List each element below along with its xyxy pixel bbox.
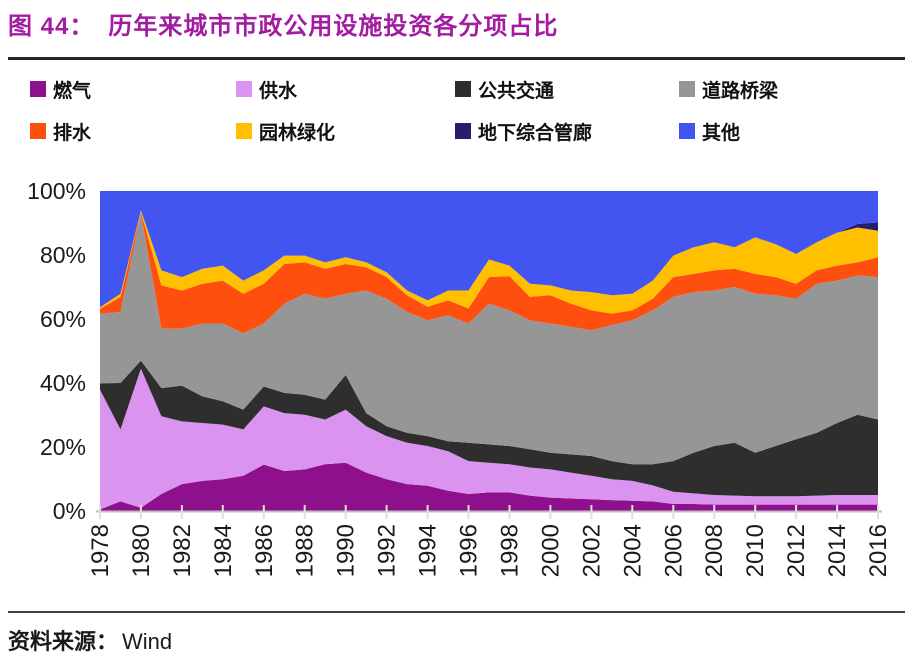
x-tick-label: 2000 xyxy=(537,524,564,577)
legend-swatch-icon xyxy=(30,123,46,139)
y-tick-label: 40% xyxy=(40,370,86,396)
x-tick-label: 1980 xyxy=(128,524,155,577)
x-tick-label: 2010 xyxy=(742,524,769,577)
legend-swatch-icon xyxy=(679,123,695,139)
x-tick-label: 2002 xyxy=(578,524,605,577)
legend-label: 地下综合管廊 xyxy=(478,122,593,144)
y-tick-label: 0% xyxy=(53,498,86,524)
y-tick-label: 60% xyxy=(40,306,86,332)
legend-swatch-icon xyxy=(30,81,46,97)
legend-swatch-icon xyxy=(455,81,471,97)
x-tick-label: 1992 xyxy=(374,524,401,577)
x-tick-label: 2006 xyxy=(660,524,687,577)
legend-item-7: 其他 xyxy=(679,118,900,144)
legend-item-6: 地下综合管廊 xyxy=(455,118,679,144)
area-series-4 xyxy=(100,211,878,334)
stacked-area-chart: 1978 1980 1982 1984 1986 1988 1990 1992 1994 1996… xyxy=(27,178,892,577)
legend-swatch-icon xyxy=(455,123,471,139)
legend-swatch-icon xyxy=(236,123,252,139)
y-tick-label: 80% xyxy=(40,242,86,268)
x-tick-label: 1978 xyxy=(87,524,114,577)
footer-divider xyxy=(8,611,905,613)
legend-label: 园林绿化 xyxy=(259,122,336,144)
legend-label: 排水 xyxy=(53,122,92,144)
x-tick-label: 1984 xyxy=(210,524,237,577)
source-line: 资料来源： Wind xyxy=(8,624,172,656)
x-tick-label: 2008 xyxy=(701,524,728,577)
x-tick-label: 1988 xyxy=(292,524,319,577)
legend-item-2: 公共交通 xyxy=(455,76,679,102)
x-tick-label: 1998 xyxy=(497,524,524,577)
legend-label: 燃气 xyxy=(53,80,92,102)
legend-item-5: 园林绿化 xyxy=(236,118,455,144)
legend-item-4: 排水 xyxy=(30,118,236,144)
x-tick-label: 2004 xyxy=(619,524,646,577)
legend-item-0: 燃气 xyxy=(30,76,236,102)
figure-title: 图 44： 历年来城市市政公用设施投资各分项占比 xyxy=(8,6,904,41)
y-tick-label: 20% xyxy=(40,434,86,460)
x-tick-label: 1986 xyxy=(251,524,278,577)
legend-item-3: 道路桥梁 xyxy=(679,76,900,102)
source-label: 资料来源： xyxy=(8,629,119,654)
figure-title-text: 历年来城市市政公用设施投资各分项占比 xyxy=(108,13,559,40)
legend-swatch-icon xyxy=(679,81,695,97)
chart-area: 1978 1980 1982 1984 1986 1988 1990 1992 1994 1996… xyxy=(0,166,912,608)
figure-number: 图 44： xyxy=(8,13,95,40)
legend-item-1: 供水 xyxy=(236,76,455,102)
area-series-2 xyxy=(100,360,878,497)
x-tick-label: 1994 xyxy=(415,524,442,577)
area-series-0 xyxy=(100,462,878,511)
legend-swatch-icon xyxy=(236,81,252,97)
x-tick-label: 2016 xyxy=(865,524,892,577)
legend-label: 其他 xyxy=(702,122,741,144)
legend-label: 供水 xyxy=(259,80,298,102)
y-tick-label: 100% xyxy=(27,178,86,204)
chart-legend: 燃气 供水 公共交通 道路桥梁排水 园林绿化 地下综合管廊 其他 xyxy=(30,76,900,144)
legend-label: 公共交通 xyxy=(478,80,555,102)
area-series-3 xyxy=(100,213,878,465)
source-value: Wind xyxy=(122,629,173,654)
x-tick-label: 2012 xyxy=(783,524,810,577)
legend-label: 道路桥梁 xyxy=(702,80,779,102)
area-series-7 xyxy=(100,191,878,308)
x-tick-label: 1996 xyxy=(456,524,483,577)
title-divider xyxy=(8,57,905,60)
x-tick-label: 1990 xyxy=(333,524,360,577)
x-tick-label: 1982 xyxy=(169,524,196,577)
area-series-5 xyxy=(100,210,878,314)
x-tick-label: 2014 xyxy=(824,524,851,577)
area-series-1 xyxy=(100,368,878,510)
